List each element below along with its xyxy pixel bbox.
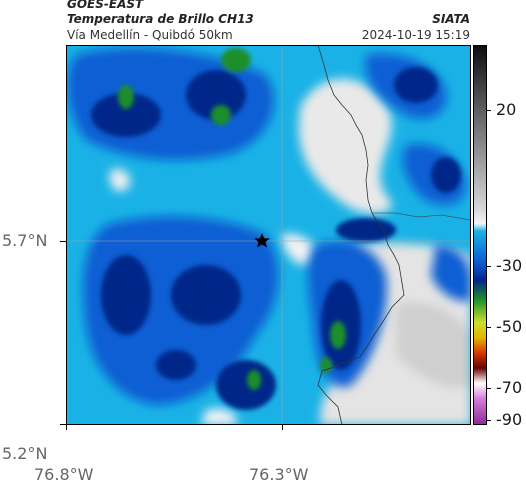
region-label: Vía Medellín - Quibdó 50km [67,28,233,42]
secondary-boundary [372,212,471,221]
colorbar-tick-label: -90 [496,410,523,429]
map-frame [66,45,471,425]
department-boundary [317,45,405,425]
product-title: Temperatura de Brillo CH13 [67,12,254,26]
lat-tick-mark [60,241,66,242]
lon-tick-mark [66,425,67,430]
location-star-icon [254,233,270,248]
colorbar-tick-mark [487,388,491,389]
lat-tick-mark [60,424,66,425]
colorbar-tick-label: -50 [496,317,523,336]
brightness-temperature-map [66,45,471,425]
colorbar [473,45,487,425]
latitude-tick-label: 5.2°N [2,444,48,463]
colorbar-tick-label: -70 [496,378,523,397]
colorbar-tick-mark [487,266,491,267]
timestamp: 2024-10-19 15:19 [361,28,470,42]
colorbar-tick-label: 20 [496,100,517,119]
satellite-name: GOES-EAST [67,0,144,11]
colorbar-tick-mark [487,110,491,111]
longitude-tick-label: 76.3°W [249,465,309,484]
longitude-tick-label: 76.8°W [34,465,94,484]
colorbar-tick-mark [487,420,491,421]
very-cold-cloud-cores [91,67,461,410]
organization-label: SIATA [432,12,470,26]
deep-convection-cores [118,48,346,390]
lon-tick-mark [282,425,283,430]
colorbar-tick-label: -30 [496,256,523,275]
colorbar-tick-mark [487,327,491,328]
latitude-tick-label: 5.7°N [2,231,48,250]
